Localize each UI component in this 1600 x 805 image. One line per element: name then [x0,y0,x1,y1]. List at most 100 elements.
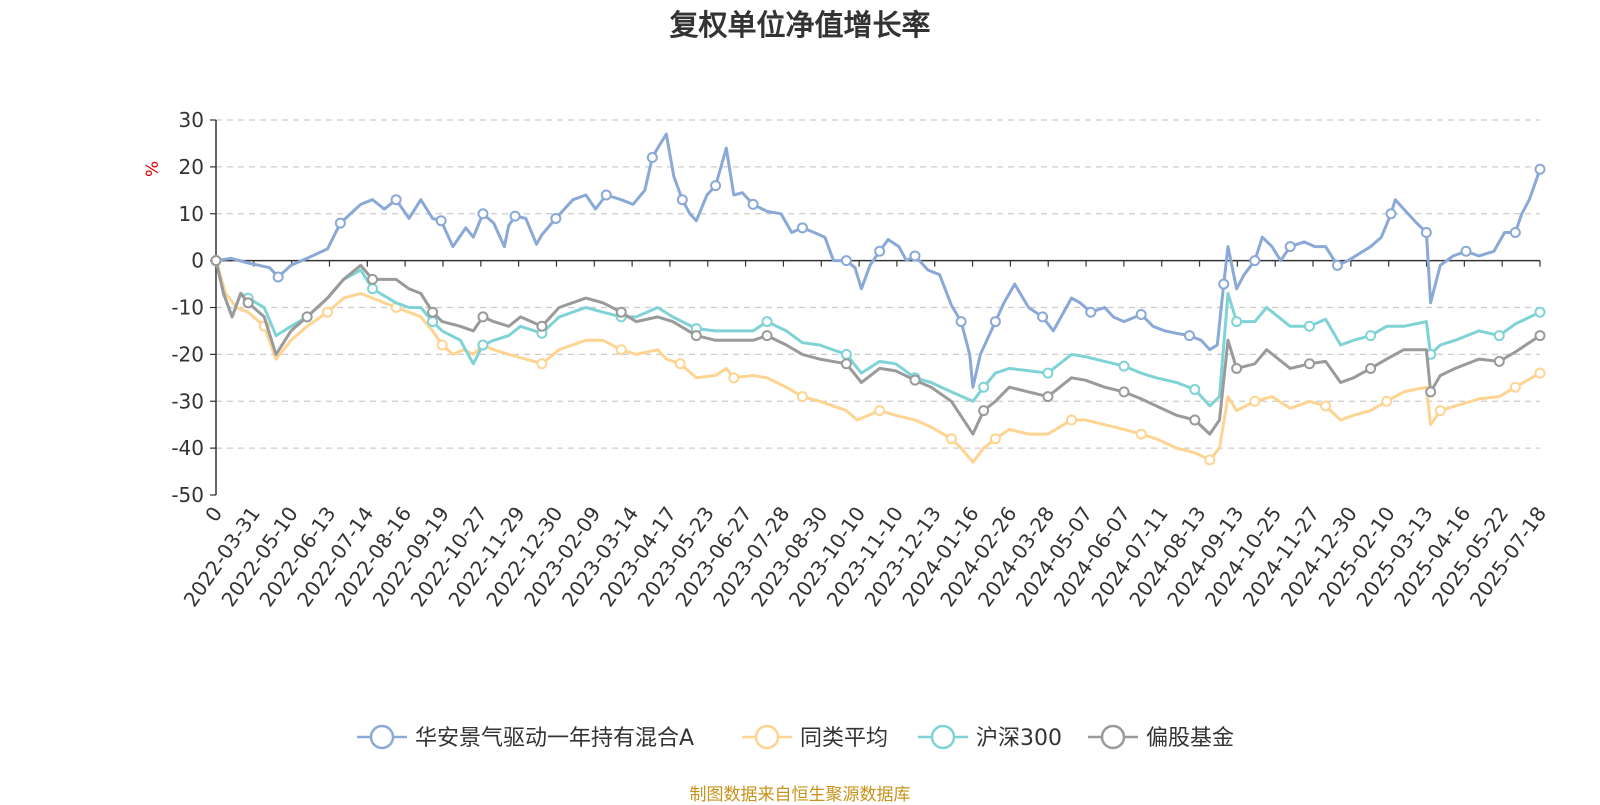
series-point-3 [1304,320,1316,332]
y-tick-label: 10 [179,202,204,226]
series-point-4 [978,405,990,417]
series-point-2 [321,306,333,318]
legend-label: 偏股基金 [1146,726,1234,751]
legend-label: 华安景气驱动一年持有混合A [415,726,694,751]
series-point-4 [761,330,773,342]
series-point-4 [1304,358,1316,370]
series-point-1 [1420,227,1432,238]
series-point-4 [242,297,254,309]
series-point-4 [301,311,313,323]
y-tick-label: 0 [191,249,204,273]
y-tick-label: 20 [179,155,204,179]
series-point-2 [436,339,448,351]
series-point-1 [874,245,886,257]
grid-lines [216,119,1540,449]
series-lines [210,132,1546,466]
series-point-4 [1425,386,1437,398]
series-point-1 [1249,255,1261,267]
series-point-1 [509,210,521,222]
series-point-2 [1381,395,1393,407]
series-point-1 [334,217,346,229]
series-point-3 [1534,306,1546,318]
series-point-3 [427,316,439,328]
series-point-2 [1320,400,1332,412]
series-point-1 [840,255,852,267]
series-point-1 [955,316,967,328]
series-point-2 [1204,454,1216,466]
series-point-1 [676,194,688,206]
series-point-2 [615,344,627,356]
source-note: 制图数据来自恒生聚源数据库 [689,785,911,805]
series-point-1 [710,180,722,192]
series-point-1 [1385,208,1397,220]
series-point-2 [674,358,686,370]
series-point-2 [796,391,808,403]
series-point-1 [1284,241,1296,253]
legend-marker [1100,724,1126,750]
series-point-4 [1189,414,1201,426]
series-point-3 [761,316,773,328]
series-point-4 [840,358,852,370]
series-point-2 [1434,405,1446,417]
y-tick-label: -10 [171,296,204,320]
series-point-3 [1231,316,1243,328]
series-point-1 [1331,259,1343,271]
series-line-2 [214,260,1541,464]
y-tick-label: -50 [171,483,204,507]
series-point-1 [1183,330,1195,342]
series-point-2 [728,372,740,384]
series-line-3 [214,260,1541,408]
series-point-3 [1042,367,1054,379]
chart-title: 复权单位净值增长率 [669,8,931,42]
series-point-2 [1509,381,1521,393]
y-tick-label: -20 [171,342,204,366]
series-point-1 [600,189,612,201]
legend-marker [369,724,395,750]
series-point-4 [690,330,702,342]
series-point-3 [1118,360,1130,372]
series-point-2 [874,405,886,417]
series-point-2 [945,433,957,445]
series-point-1 [435,215,447,227]
x-tick-label: 0 [200,502,227,526]
series-line-1 [215,132,1542,389]
series-point-4 [1534,330,1546,342]
legend-label: 沪深300 [976,726,1062,751]
y-unit-label: % [143,161,163,177]
series-point-1 [390,194,402,206]
legend: 华安景气驱动一年持有混合A 同类平均 沪深300 偏股基金 [357,724,1234,751]
series-point-2 [1135,428,1147,440]
series-point-1 [272,271,284,283]
series-point-2 [1534,367,1546,379]
series-point-1 [989,316,1001,328]
series-point-2 [989,433,1001,445]
y-tick-label: -30 [171,389,204,413]
series-point-1 [796,222,808,234]
y-tick-label: 30 [179,108,204,132]
series-point-2 [1066,414,1078,426]
series-point-2 [1249,395,1261,407]
series-point-1 [909,250,921,262]
series-point-1 [646,152,658,163]
legend-marker [930,724,956,750]
series-point-1 [1509,227,1521,238]
series-point-4 [477,311,489,323]
series-point-4 [1231,362,1243,374]
series-point-1 [1135,309,1147,321]
series-point-4 [1118,386,1130,398]
series-point-1 [747,198,759,210]
series-point-2 [536,358,548,370]
legend-label: 同类平均 [800,726,888,751]
series-point-4 [909,374,921,386]
series-point-3 [1365,330,1377,342]
series-point-3 [978,381,990,393]
series-point-4 [1365,362,1377,374]
series-point-1 [1460,245,1472,257]
series-point-4 [210,255,222,267]
series-point-4 [615,306,627,318]
series-point-4 [427,306,439,318]
series-point-4 [1042,391,1054,403]
series-point-3 [1189,384,1201,396]
series-point-3 [477,339,489,351]
